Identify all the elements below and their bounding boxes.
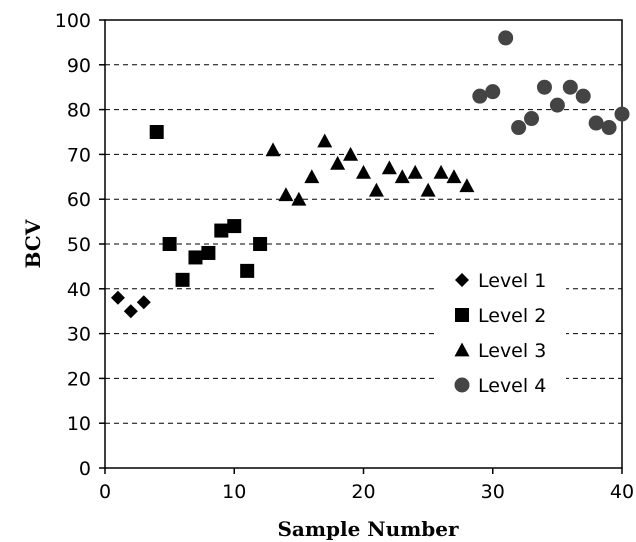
y-axis-ticks: 0 10 20 30 40 50 60 70 80 90 100 [55,10,105,480]
x-tick-label: 30 [481,481,505,503]
legend-background [434,264,566,401]
legend: Level 1 Level 2 Level 3 Level 4 [434,264,566,401]
data-point-triangle [459,178,475,193]
x-tick-label: 10 [222,481,246,503]
data-point-triangle [368,182,384,197]
data-point-triangle [291,191,307,206]
data-point-circle [614,106,630,122]
y-tick-label: 70 [67,144,91,166]
data-point-circle [498,30,514,46]
y-tick-label: 80 [67,100,91,122]
data-point-circle [588,115,604,131]
data-point-square [227,219,242,234]
data-point-triangle [381,160,397,175]
legend-marker-circle [454,377,470,393]
x-tick-label: 40 [610,481,634,503]
data-point-triangle [330,155,346,170]
legend-marker-diamond [455,273,469,287]
data-point-circle [511,120,527,136]
y-tick-label: 0 [79,458,91,480]
data-point-triangle [407,164,423,179]
data-point-circle [549,97,565,113]
data-point-circle [472,88,488,104]
y-tick-label: 10 [67,413,91,435]
y-tick-label: 30 [67,324,91,346]
data-point-triangle [343,146,359,161]
y-tick-label: 40 [67,279,91,301]
x-axis-ticks: 0 10 20 30 40 [99,468,634,503]
x-axis-title: Sample Number [277,517,459,541]
y-axis-title: BCV [21,219,45,268]
data-point-circle [485,84,501,100]
data-point-triangle [394,169,410,184]
data-point-triangle [304,169,320,184]
y-tick-label: 90 [67,55,91,77]
data-point-circle [562,79,578,95]
y-tick-label: 20 [67,368,91,390]
data-point-square [201,245,216,260]
data-point-triangle [433,164,449,179]
data-point-square [240,263,255,278]
legend-marker-square [455,308,469,322]
data-point-triangle [356,164,371,179]
data-point-diamond [123,304,138,319]
data-point-triangle [317,133,333,148]
data-point-diamond [110,290,125,305]
data-points [110,30,630,319]
y-tick-label: 100 [55,10,91,32]
x-tick-label: 20 [351,481,375,503]
data-point-square [149,125,164,139]
legend-label: Level 2 [478,305,546,327]
data-point-triangle [420,182,436,197]
data-point-circle [601,120,617,136]
data-point-circle [536,79,552,95]
data-point-triangle [265,142,281,157]
legend-label: Level 3 [478,340,546,362]
data-point-square [214,223,229,238]
y-tick-label: 60 [67,189,91,211]
x-tick-label: 0 [99,481,111,503]
data-point-triangle [446,169,462,184]
data-point-circle [575,88,591,104]
data-point-triangle [278,187,294,202]
legend-label: Level 1 [478,270,546,292]
data-point-diamond [136,295,151,310]
data-point-square [253,237,268,251]
y-tick-label: 50 [67,234,91,256]
data-point-square [175,272,190,287]
data-point-circle [524,111,540,127]
data-point-square [188,250,203,265]
legend-marker-triangle [454,342,470,357]
data-point-square [162,237,177,251]
legend-label: Level 4 [478,375,546,397]
